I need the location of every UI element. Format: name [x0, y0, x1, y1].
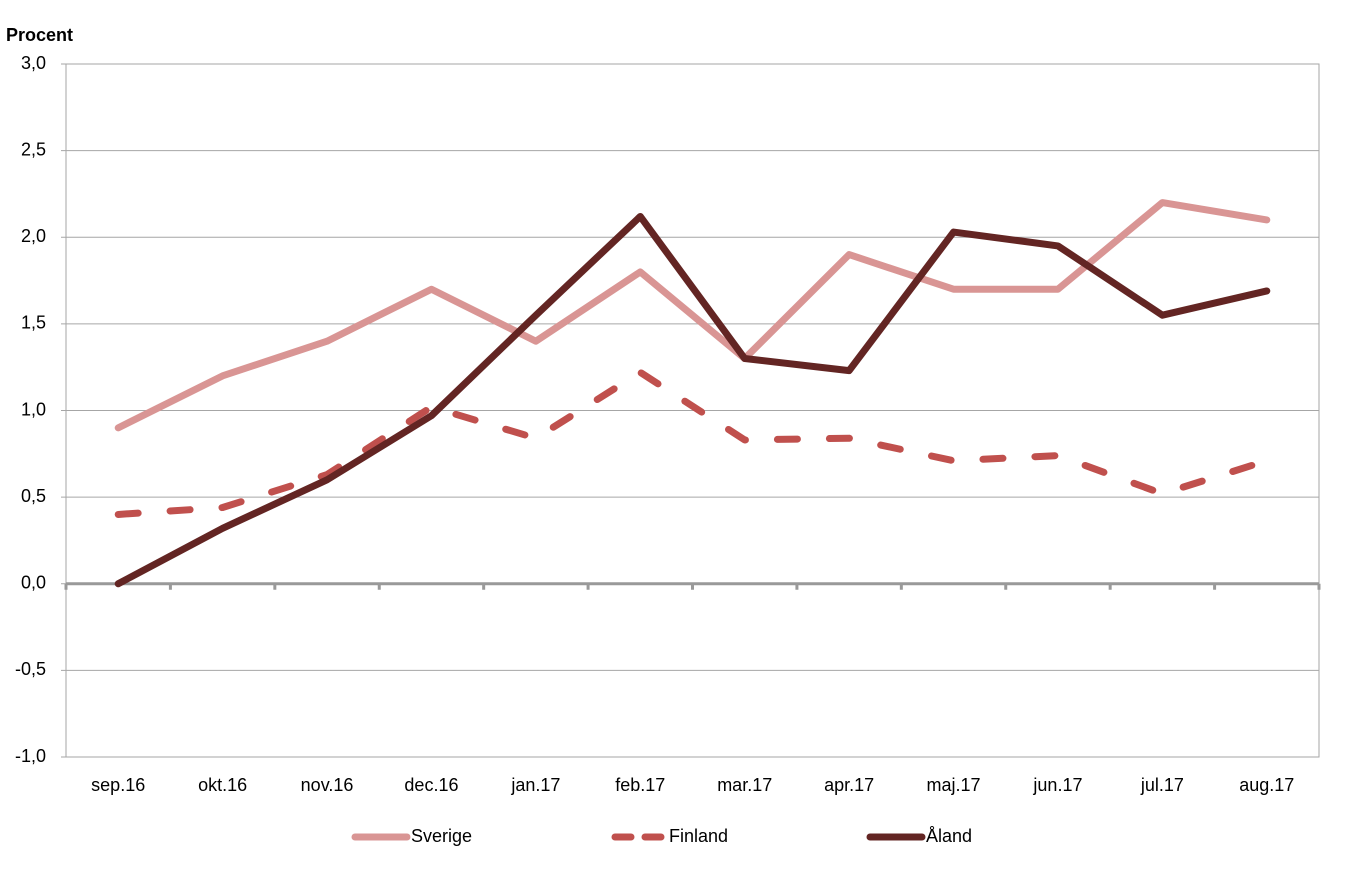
y-axis-label: Procent — [6, 25, 73, 45]
y-tick-label: 2,0 — [21, 226, 46, 246]
x-tick-label: nov.16 — [301, 775, 354, 795]
plot-frame — [65, 63, 1320, 758]
x-tick-label: okt.16 — [198, 775, 247, 795]
x-tick-label: jul.17 — [1140, 775, 1184, 795]
legend-label: Åland — [926, 826, 972, 846]
y-tick-label: -1,0 — [15, 746, 46, 766]
x-tick-label: dec.16 — [404, 775, 458, 795]
series-line — [114, 212, 1271, 588]
y-tick-label: 1,0 — [21, 399, 46, 419]
x-tick-label: jan.17 — [510, 775, 560, 795]
x-tick-label: sep.16 — [91, 775, 145, 795]
x-tick-label: feb.17 — [615, 775, 665, 795]
y-tick-label: 1,5 — [21, 313, 46, 333]
x-tick-label: mar.17 — [717, 775, 772, 795]
y-tick-label: 0,0 — [21, 573, 46, 593]
x-tick-label: jun.17 — [1032, 775, 1082, 795]
x-tick-label: maj.17 — [927, 775, 981, 795]
x-tick-label: apr.17 — [824, 775, 874, 795]
y-tick-label: -0,5 — [15, 659, 46, 679]
series-line — [114, 368, 1271, 518]
y-tick-label: 2,5 — [21, 139, 46, 159]
y-tick-label: 0,5 — [21, 486, 46, 506]
legend-label: Sverige — [411, 826, 472, 846]
legend-label: Finland — [669, 826, 728, 846]
series-line — [114, 199, 1271, 432]
y-tick-label: 3,0 — [21, 53, 46, 73]
x-tick-label: aug.17 — [1239, 775, 1294, 795]
